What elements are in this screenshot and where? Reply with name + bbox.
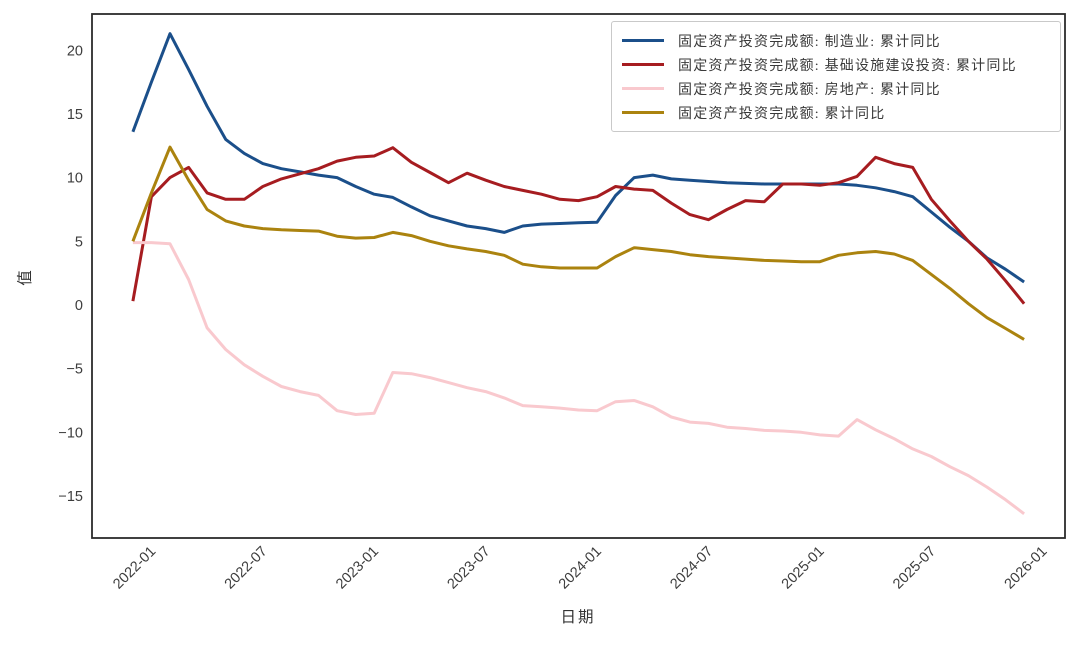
plot-frame: [91, 13, 1066, 539]
x-tick-label: 2024-07: [667, 544, 716, 593]
chart-legend: 固定资产投资完成额: 制造业: 累计同比固定资产投资完成额: 基础设施建设投资:…: [611, 21, 1061, 132]
x-tick-label: 2022-01: [110, 544, 159, 593]
y-tick-label: 20: [67, 43, 83, 59]
series-line-2: [132, 241, 1026, 515]
legend-row-3: 固定资产投资完成额: 累计同比: [622, 103, 1050, 122]
legend-swatch-icon: [622, 86, 664, 91]
y-tick-label: 15: [67, 107, 83, 123]
series-line-1: [131, 146, 1026, 305]
legend-label: 固定资产投资完成额: 房地产: 累计同比: [678, 82, 941, 98]
y-tick-label: 0: [75, 298, 83, 314]
y-axis-ticks: 20 15 10 5 0 −5 −10 −15: [58, 43, 83, 505]
x-axis-title: 日期: [560, 608, 595, 626]
series-line-3: [131, 145, 1025, 341]
y-axis-title: 值: [16, 268, 34, 286]
legend-swatch-icon: [622, 110, 664, 115]
y-tick-label: −15: [58, 489, 83, 505]
legend-row-0: 固定资产投资完成额: 制造业: 累计同比: [622, 31, 1050, 50]
x-tick-label: 2022-07: [222, 544, 271, 593]
series-line-0: [131, 32, 1025, 284]
legend-label: 固定资产投资完成额: 基础设施建设投资: 累计同比: [678, 58, 1017, 74]
axes-spines: [91, 13, 1066, 539]
legend-row-2: 固定资产投资完成额: 房地产: 累计同比: [622, 79, 1050, 98]
series-lines: [131, 32, 1026, 515]
legend-label: 固定资产投资完成额: 制造业: 累计同比: [678, 34, 941, 50]
y-tick-label: 5: [75, 234, 83, 250]
x-tick-label: 2023-01: [333, 544, 382, 593]
legend-row-1: 固定资产投资完成额: 基础设施建设投资: 累计同比: [622, 55, 1050, 74]
x-tick-label: 2024-01: [556, 544, 605, 593]
legend-swatch-icon: [622, 62, 664, 67]
x-tick-label: 2026-01: [1002, 544, 1051, 593]
y-tick-label: −10: [58, 425, 83, 441]
y-tick-label: −5: [66, 362, 83, 378]
legend-label: 固定资产投资完成额: 累计同比: [678, 106, 886, 122]
x-axis-ticks: 2022-01 2022-07 2023-01 2023-07 2024-01 2024-…: [110, 544, 1050, 593]
x-tick-label: 2025-01: [779, 544, 828, 593]
x-tick-label: 2023-07: [445, 544, 494, 593]
x-tick-label: 2025-07: [890, 544, 939, 593]
y-tick-label: 10: [67, 171, 83, 187]
legend-swatch-icon: [622, 38, 664, 43]
